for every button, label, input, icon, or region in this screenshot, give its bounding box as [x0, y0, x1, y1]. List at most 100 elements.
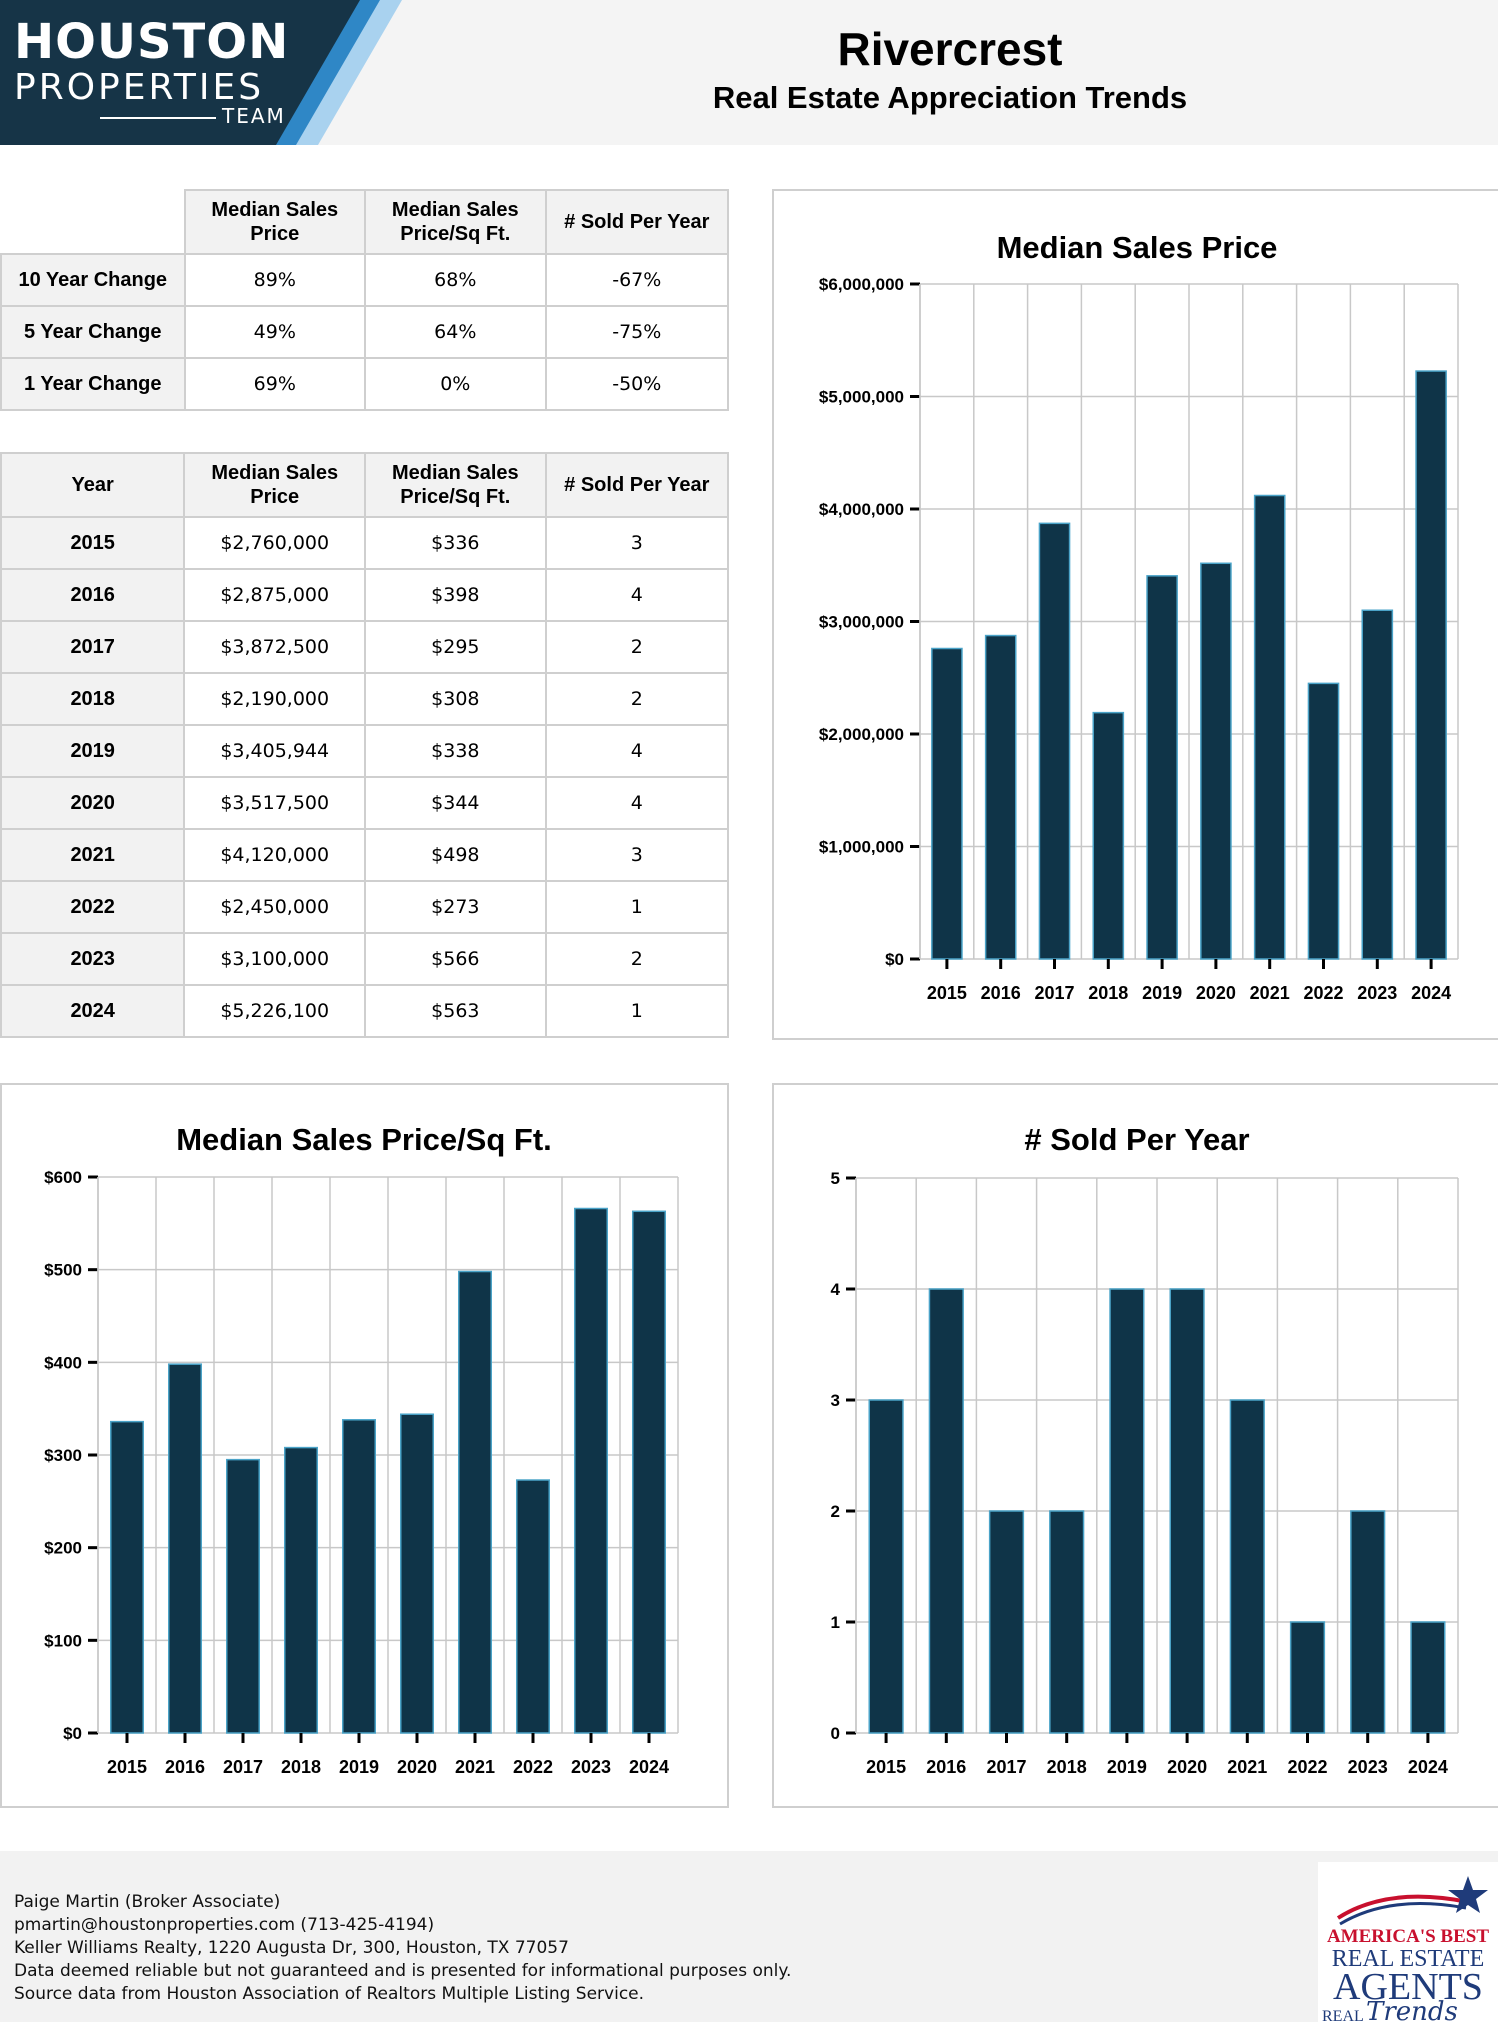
table-cell: $498: [364, 828, 547, 882]
column-header: # Sold Per Year: [544, 189, 730, 255]
badge-line-5: Trends: [1366, 1997, 1458, 2022]
badge-line-4: REAL: [1322, 2008, 1364, 2022]
y-tick-label: $4,000,000: [819, 500, 904, 519]
x-tick-label: 2022: [1303, 983, 1343, 1003]
table-cell: 2: [544, 620, 730, 674]
y-tick-label: $5,000,000: [819, 388, 904, 407]
sold-per-year-chart-svg: # Sold Per Year 0 1 2 3 4 5 2015 2016 2017 2018 201…: [831, 1122, 1459, 1777]
table-cell: $344: [364, 776, 547, 830]
table-cell: -50%: [544, 357, 730, 411]
x-tick-label: 2017: [223, 1757, 263, 1777]
x-tick-label: 2020: [1167, 1757, 1207, 1777]
year-label: 2021: [0, 828, 186, 882]
x-tick-label: 2024: [629, 1757, 669, 1777]
table-cell: $3,872,500: [183, 620, 367, 674]
bar-2016: [168, 1363, 202, 1734]
y-tick-label: $1,000,000: [819, 838, 904, 857]
bar-2023: [1361, 609, 1394, 960]
table-cell: $5,226,100: [183, 984, 367, 1038]
chart-title: Median Sales Price: [997, 230, 1278, 265]
median-price-per-sqft-chart-svg: Median Sales Price/Sq Ft. $0 $100 $200 $300 $…: [44, 1122, 679, 1777]
chart-title: Median Sales Price/Sq Ft.: [176, 1122, 552, 1157]
houston-properties-logo: [0, 0, 402, 145]
table-cell: $4,120,000: [183, 828, 367, 882]
bar-2023: [574, 1207, 608, 1734]
y-tick-label: $100: [44, 1631, 82, 1650]
year-label: 2020: [0, 776, 186, 830]
logo-line-team: TEAM: [222, 104, 286, 128]
bar-2018: [284, 1446, 318, 1734]
y-tick-label: $0: [63, 1724, 82, 1743]
table-cell: 0%: [364, 357, 547, 411]
bar-2017: [1038, 522, 1071, 960]
table-cell: 68%: [364, 253, 547, 307]
median-price-per-sqft-chart: Median Sales Price/Sq Ft. $0 $100 $200 $300 $…: [0, 1083, 729, 1808]
page-header: HOUSTON PROPERTIES TEAM Rivercrest Real …: [0, 0, 1498, 145]
year-label: 2019: [0, 724, 186, 778]
x-tick-label: 2021: [455, 1757, 495, 1777]
y-tick-label: 2: [831, 1502, 840, 1521]
agent-name: Paige Martin (Broker Associate): [14, 1892, 281, 1912]
x-tick-label: 2022: [1287, 1757, 1327, 1777]
brokerage-address: Keller Williams Realty, 1220 Augusta Dr,…: [14, 1938, 569, 1958]
bar-2015: [110, 1420, 144, 1734]
row-label: 10 Year Change: [0, 253, 186, 307]
table-row: 5 Year Change 49% 64% -75%: [0, 305, 730, 359]
y-tick-label: $2,000,000: [819, 725, 904, 744]
row-label: 5 Year Change: [0, 305, 186, 359]
x-tick-label: 2017: [986, 1757, 1026, 1777]
column-header: Year: [0, 452, 186, 518]
bar-2019: [342, 1419, 376, 1734]
x-tick-label: 2016: [981, 983, 1021, 1003]
table-cell: $3,405,944: [183, 724, 367, 778]
x-tick-label: 2017: [1034, 983, 1074, 1003]
table-row: 2019 $3,405,944 $338 4: [0, 724, 730, 778]
bar-2021: [1229, 1399, 1265, 1734]
table-cell: 4: [544, 724, 730, 778]
table-row: 2015 $2,760,000 $336 3: [0, 516, 730, 570]
bar-2019: [1109, 1288, 1145, 1734]
table-cell: $2,190,000: [183, 672, 367, 726]
x-tick-label: 2018: [1047, 1757, 1087, 1777]
bar-2022: [1289, 1621, 1326, 1734]
star-icon: [1448, 1876, 1488, 1913]
yearly-data-table: Year Median Sales Price Median Sales Pri…: [0, 452, 730, 1038]
bar-2024: [1410, 1621, 1446, 1734]
table-cell: 3: [544, 516, 730, 570]
column-header: Median Sales Price/Sq Ft.: [364, 189, 547, 255]
x-tick-label: 2015: [927, 983, 967, 1003]
table-row: 2017 $3,872,500 $295 2: [0, 620, 730, 674]
table-cell: $273: [364, 880, 547, 934]
median-sales-price-chart-svg: Median Sales Price $0 $1,000,000 $2,000,000…: [819, 230, 1459, 1003]
table-cell: 1: [544, 880, 730, 934]
y-tick-label: $500: [44, 1261, 82, 1280]
year-label: 2023: [0, 932, 186, 986]
table-cell: 4: [544, 568, 730, 622]
table-cell: 69%: [183, 357, 367, 411]
bar-2017: [988, 1510, 1025, 1734]
disclaimer: Data deemed reliable but not guaranteed …: [14, 1961, 792, 1981]
x-tick-label: 2016: [926, 1757, 966, 1777]
table-cell: -67%: [544, 253, 730, 307]
table-cell: $2,760,000: [183, 516, 367, 570]
table-row: 2021 $4,120,000 $498 3: [0, 828, 730, 882]
table-cell: $566: [364, 932, 547, 986]
bar-2015: [868, 1399, 904, 1734]
median-sales-price-chart: Median Sales Price $0 $1,000,000 $2,000,000…: [772, 189, 1498, 1040]
table-cell: $398: [364, 568, 547, 622]
bar-2023: [1350, 1510, 1386, 1734]
year-label: 2024: [0, 984, 186, 1038]
table-cell: $336: [364, 516, 547, 570]
x-tick-label: 2018: [281, 1757, 321, 1777]
table-cell: 49%: [183, 305, 367, 359]
table-cell: 89%: [183, 253, 367, 307]
year-label: 2018: [0, 672, 186, 726]
badge-line-1: AMERICA'S BEST: [1327, 1926, 1489, 1947]
table-cell: -75%: [544, 305, 730, 359]
x-tick-label: 2020: [397, 1757, 437, 1777]
x-tick-label: 2020: [1196, 983, 1236, 1003]
table-cell: $563: [364, 984, 547, 1038]
x-tick-label: 2016: [165, 1757, 205, 1777]
agent-contact: pmartin@houstonproperties.com (713-425-4…: [14, 1915, 435, 1935]
x-tick-label: 2015: [866, 1757, 906, 1777]
